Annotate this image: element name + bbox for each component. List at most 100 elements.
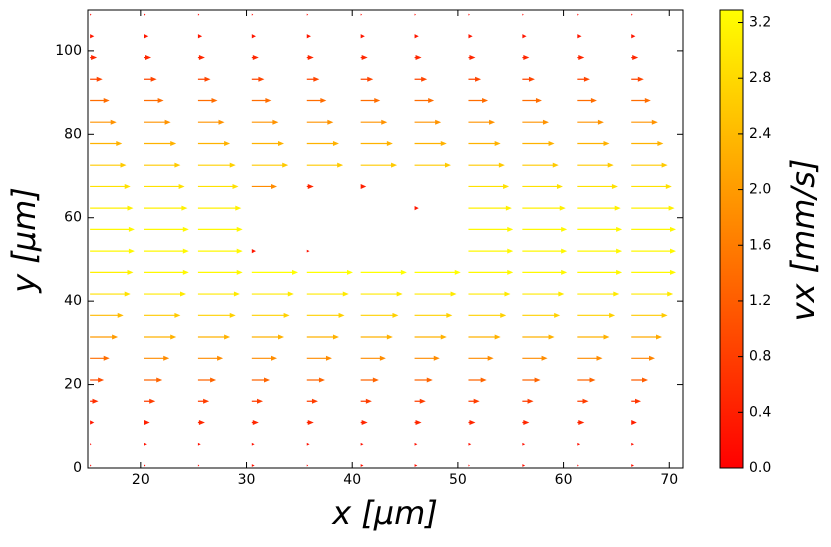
x-tick-label: 20 [132, 472, 150, 488]
arrow [522, 13, 524, 16]
arrow [414, 162, 451, 168]
arrow [90, 443, 92, 446]
arrow [360, 119, 388, 125]
arrow [577, 140, 610, 146]
arrow [197, 76, 211, 82]
arrow [468, 119, 496, 125]
arrow [197, 442, 201, 446]
arrow [144, 291, 187, 297]
arrow [144, 183, 185, 189]
arrow [468, 140, 501, 146]
arrow [631, 76, 644, 82]
arrow [197, 55, 205, 61]
x-tick-label: 50 [449, 472, 467, 488]
arrow [90, 248, 135, 254]
arrow [468, 248, 514, 254]
arrow [522, 312, 561, 318]
x-tick-label: 70 [660, 472, 678, 488]
arrow [251, 55, 259, 61]
arrow [90, 34, 95, 39]
arrow [306, 464, 309, 467]
arrow [306, 355, 332, 361]
arrow [197, 355, 224, 361]
arrow [577, 55, 585, 61]
arrow [631, 34, 636, 39]
arrow [414, 119, 442, 125]
arrow [468, 34, 473, 39]
arrow [414, 334, 447, 340]
arrow [144, 312, 181, 318]
arrow [90, 312, 124, 318]
arrow [522, 334, 555, 340]
arrow [306, 34, 311, 39]
arrow [414, 206, 419, 211]
arrow [631, 13, 633, 16]
arrow [414, 355, 440, 361]
arrow [90, 140, 123, 146]
arrow [577, 162, 614, 168]
arrow [522, 442, 526, 446]
arrow [577, 226, 623, 232]
arrow [144, 205, 188, 211]
arrow [90, 269, 134, 275]
arrow [251, 140, 285, 146]
arrow [631, 205, 675, 211]
colorbar-label: vx [mm/s] [784, 159, 822, 322]
arrow [306, 140, 339, 146]
arrow [522, 183, 563, 189]
arrow [251, 183, 278, 189]
arrow [144, 269, 189, 275]
y-tick-label: 20 [64, 377, 82, 393]
arrow [90, 398, 99, 404]
arrow [197, 377, 217, 383]
arrow [144, 398, 156, 404]
arrow [414, 464, 418, 467]
arrow [577, 119, 604, 125]
arrow [414, 98, 435, 104]
arrow [90, 119, 117, 125]
arrow [90, 464, 92, 467]
x-tick-label: 40 [343, 472, 361, 488]
arrow [577, 205, 621, 211]
colorbar-tick-label: 0.4 [749, 404, 771, 420]
arrow [577, 291, 620, 297]
arrow [577, 464, 579, 467]
arrow [306, 76, 320, 82]
arrow [360, 76, 374, 82]
arrow [251, 420, 259, 426]
arrow [144, 334, 177, 340]
arrow [251, 442, 255, 446]
arrow [360, 291, 403, 297]
arrow [90, 205, 134, 211]
arrow [468, 55, 476, 61]
arrow [631, 355, 656, 361]
arrow [306, 334, 339, 340]
arrow [251, 119, 279, 125]
arrow [251, 355, 278, 361]
arrow [144, 76, 157, 82]
arrow [197, 98, 218, 104]
arrow [360, 398, 372, 404]
x-axis-label: x [μm] [331, 494, 438, 532]
arrow [468, 464, 470, 467]
arrow [468, 76, 482, 82]
arrow [577, 355, 603, 361]
arrow [577, 420, 585, 426]
arrow [468, 226, 514, 232]
arrow [414, 34, 419, 39]
colorbar-tick-label: 0.8 [749, 349, 771, 365]
arrow [577, 76, 590, 82]
arrow [631, 420, 637, 426]
arrow [468, 269, 514, 275]
arrow [522, 420, 530, 426]
arrow [414, 420, 422, 426]
arrow [360, 355, 386, 361]
arrow [631, 269, 677, 275]
arrow [577, 312, 616, 318]
plot-frame [87, 9, 684, 469]
arrow [144, 377, 163, 383]
arrow [468, 291, 511, 297]
arrow [90, 291, 131, 297]
arrow [577, 183, 618, 189]
y-tick-label: 60 [64, 210, 82, 226]
